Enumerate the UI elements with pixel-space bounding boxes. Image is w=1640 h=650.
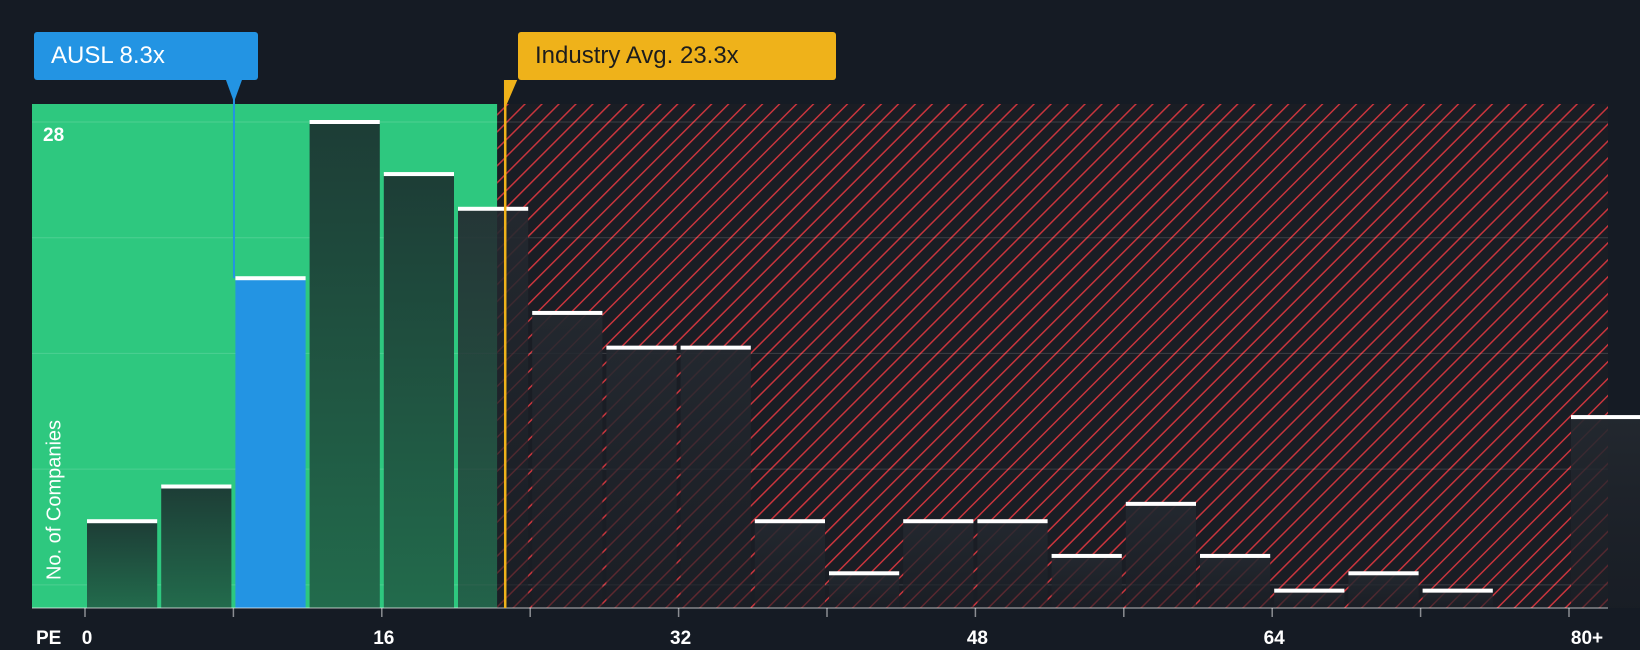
bar-cap — [235, 276, 306, 281]
histogram-bar — [309, 122, 380, 608]
x-axis-title: PE — [36, 628, 62, 649]
bar-cap — [1051, 553, 1122, 558]
company-callout-pointer — [225, 80, 242, 102]
histogram-bar — [754, 521, 825, 608]
bar-cap — [458, 206, 529, 211]
histogram-bar — [458, 208, 529, 609]
bar-cap — [1571, 415, 1640, 420]
bar-cap — [903, 519, 974, 524]
bar-cap — [977, 519, 1048, 524]
histogram-bar — [87, 521, 158, 608]
histogram-bar — [1051, 555, 1122, 608]
bar-cap — [754, 519, 825, 524]
bar-cap — [1125, 501, 1196, 506]
y-axis-title: No. of Companies — [43, 419, 66, 581]
histogram-bar — [383, 174, 454, 609]
histogram-bar — [1274, 590, 1345, 608]
bar-cap — [532, 310, 603, 315]
company-bar — [235, 278, 306, 608]
x-tick-label: 0 — [81, 628, 93, 649]
bar-cap — [606, 345, 677, 350]
bar-cap — [1422, 588, 1493, 593]
histogram-bar — [680, 347, 751, 608]
histogram-bar — [1125, 503, 1196, 608]
bars — [87, 120, 1640, 609]
bar-cap — [383, 172, 454, 177]
histogram-bar — [903, 521, 974, 608]
histogram-bar — [161, 486, 232, 608]
bar-cap — [1348, 571, 1419, 576]
bar-cap — [1200, 553, 1271, 558]
x-tick-label: 32 — [670, 628, 692, 649]
y-axis-max-label: 28 — [43, 125, 65, 146]
x-axis-ticks — [84, 608, 1570, 617]
histogram-bar — [1571, 417, 1640, 608]
company-pe-callout: AUSL 8.3x — [34, 32, 258, 80]
histogram-bar — [1200, 555, 1271, 608]
bar-cap — [87, 519, 158, 524]
histogram-bar — [606, 347, 677, 608]
histogram-bar — [1422, 590, 1493, 608]
histogram-bar — [532, 312, 603, 608]
industry-average-callout: Industry Avg. 23.3x — [518, 32, 836, 80]
bar-cap — [309, 120, 380, 124]
x-tick-label: 80+ — [1570, 628, 1604, 649]
x-tick-label: 48 — [966, 628, 988, 649]
bar-cap — [829, 571, 900, 576]
histogram-bar — [1348, 573, 1419, 608]
histogram-bar — [829, 573, 900, 608]
industry-callout-pointer — [505, 80, 518, 108]
bar-cap — [680, 345, 751, 350]
x-tick-label: 16 — [373, 628, 395, 649]
histogram-bar — [977, 521, 1048, 608]
bar-cap — [1274, 588, 1345, 593]
x-tick-label: 64 — [1263, 628, 1285, 649]
bar-cap — [161, 484, 232, 489]
